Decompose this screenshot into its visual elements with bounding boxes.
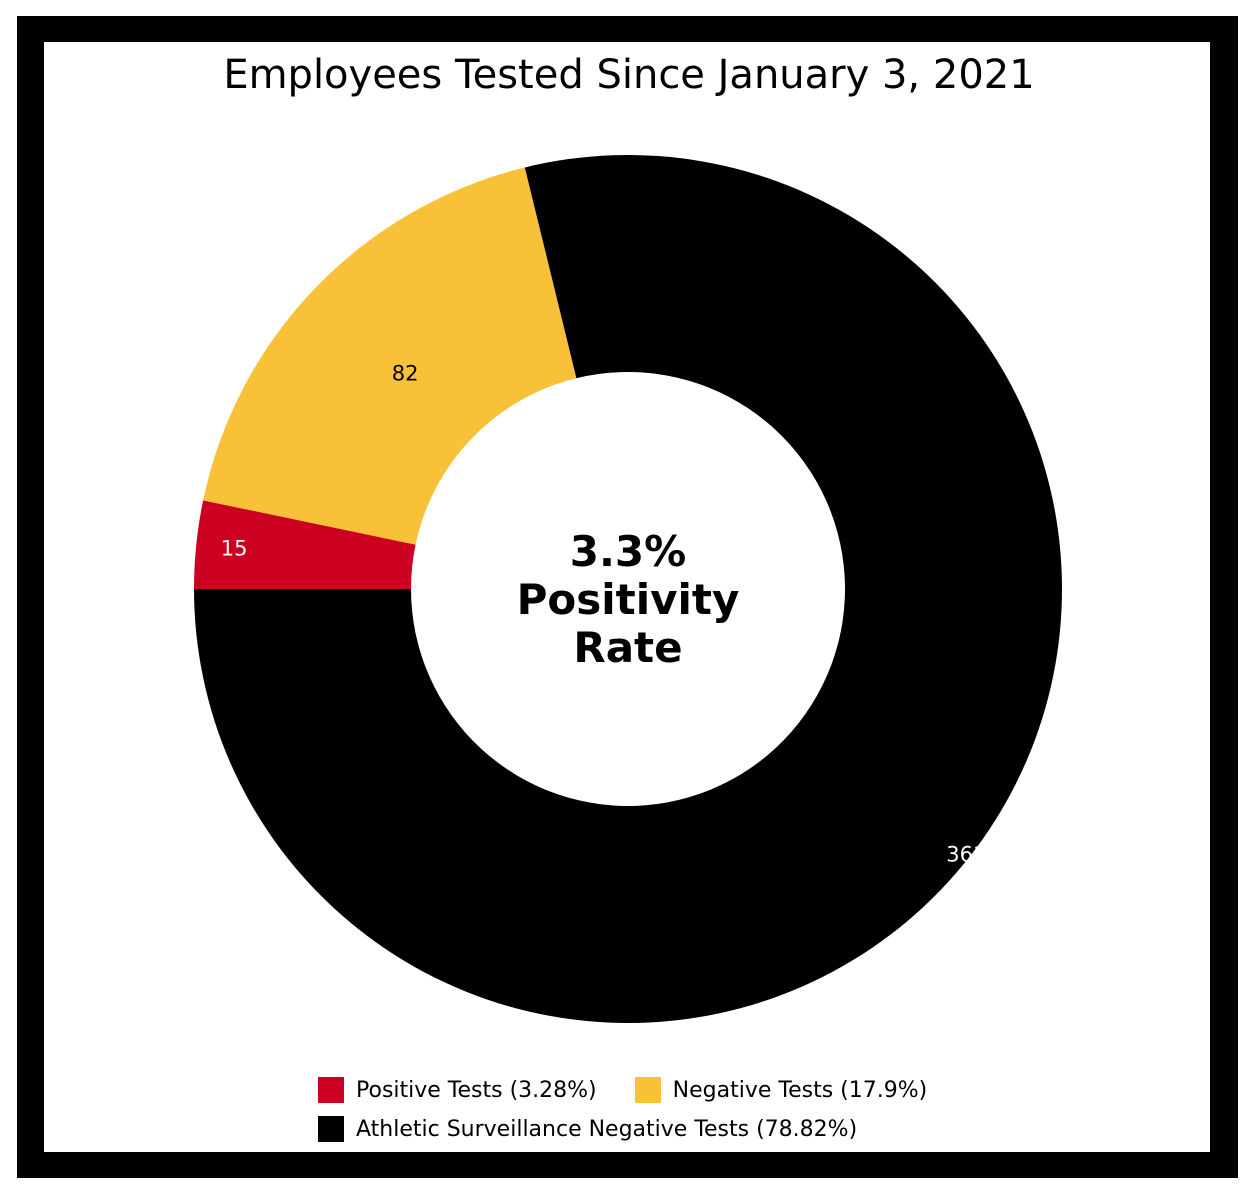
legend-swatch-positive: [318, 1077, 344, 1103]
legend-row-2: Athletic Surveillance Negative Tests (78…: [318, 1116, 857, 1142]
chart-title: Employees Tested Since January 3, 2021: [223, 52, 1035, 98]
data-label-athletic: 361: [946, 842, 986, 866]
legend-swatch-negative: [634, 1077, 661, 1103]
center-text-line-2: Positivity: [517, 575, 740, 624]
slice-positive: [194, 500, 416, 589]
legend-label-positive: Positive Tests (3.28%): [356, 1077, 597, 1103]
slice-athletic: [194, 154, 1062, 1024]
slice-negative: [203, 167, 577, 545]
legend-row-1: Positive Tests (3.28%) Negative Tests (1…: [318, 1077, 927, 1103]
legend-label-athletic: Athletic Surveillance Negative Tests (78…: [356, 1116, 858, 1142]
legend-label-negative: Negative Tests (17.9%): [672, 1077, 928, 1103]
legend-swatch-athletic: [318, 1116, 344, 1142]
center-text-line-1: 3.3%: [570, 527, 686, 576]
center-text-line-3: Rate: [573, 623, 682, 672]
data-label-positive: 15: [221, 536, 248, 560]
data-label-negative: 82: [392, 362, 419, 386]
